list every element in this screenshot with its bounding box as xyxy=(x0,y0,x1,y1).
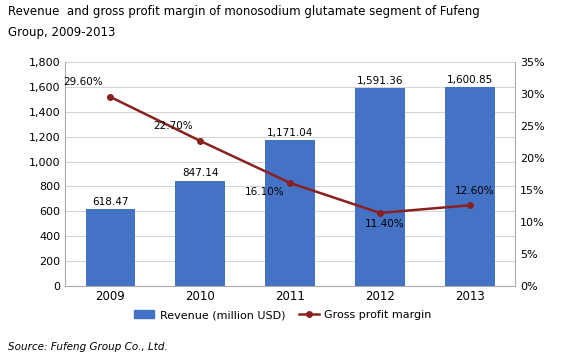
Text: Group, 2009-2013: Group, 2009-2013 xyxy=(8,26,116,39)
Text: 1,600.85: 1,600.85 xyxy=(447,75,493,85)
Text: 1,591.36: 1,591.36 xyxy=(357,76,403,86)
Bar xyxy=(265,140,315,286)
Bar xyxy=(175,181,225,286)
Text: 847.14: 847.14 xyxy=(182,169,218,178)
Bar xyxy=(445,87,495,286)
Text: Source: Fufeng Group Co., Ltd.: Source: Fufeng Group Co., Ltd. xyxy=(8,342,168,352)
Text: 618.47: 618.47 xyxy=(92,197,128,207)
Bar xyxy=(355,88,405,286)
Text: Revenue  and gross profit margin of monosodium glutamate segment of Fufeng: Revenue and gross profit margin of monos… xyxy=(8,5,480,18)
Text: 12.60%: 12.60% xyxy=(454,186,494,196)
Bar xyxy=(85,209,135,286)
Legend: Revenue (million USD), Gross profit margin: Revenue (million USD), Gross profit marg… xyxy=(130,306,436,325)
Text: 22.70%: 22.70% xyxy=(153,121,193,131)
Text: 1,171.04: 1,171.04 xyxy=(267,128,313,138)
Text: 11.40%: 11.40% xyxy=(365,219,404,229)
Text: 29.60%: 29.60% xyxy=(63,77,103,87)
Text: 16.10%: 16.10% xyxy=(245,187,285,197)
